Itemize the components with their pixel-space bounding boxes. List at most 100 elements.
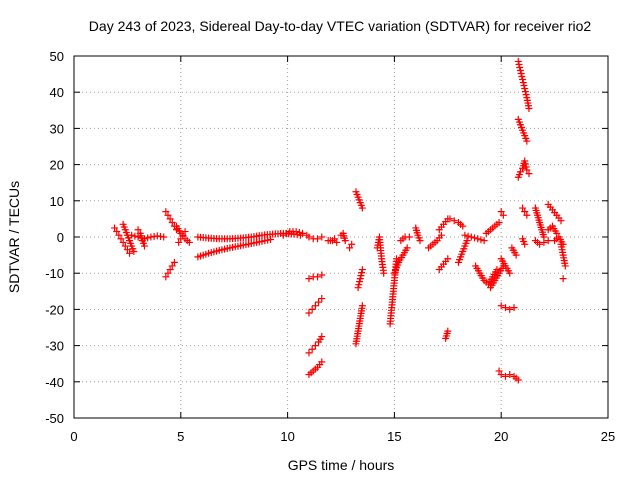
data-point	[119, 238, 127, 246]
data-point	[540, 238, 548, 246]
data-point	[333, 238, 341, 246]
data-point	[166, 215, 174, 223]
data-point-fill	[234, 242, 242, 250]
series-arc-25	[390, 244, 411, 277]
data-point-fill	[494, 272, 502, 280]
data-point-fill	[255, 238, 263, 246]
data-point	[315, 298, 323, 306]
data-point-fill	[399, 235, 407, 243]
data-point	[162, 273, 170, 281]
data-point-fill	[533, 209, 541, 217]
x-tick-label: 0	[70, 429, 77, 444]
axis-ticks: 0 5 10 15 20 25 -50 -40 -30 -20 -10 0 10 20 30 40 50	[45, 49, 615, 444]
data-point-fill	[482, 278, 490, 286]
data-point	[311, 342, 319, 350]
data-point	[544, 237, 552, 245]
data-point-fill	[517, 123, 525, 131]
series-arc-20	[352, 188, 366, 212]
data-point	[331, 235, 339, 243]
data-point-fill	[341, 234, 349, 242]
data-point	[179, 231, 187, 239]
data-point	[523, 166, 531, 174]
series-arc-28	[425, 231, 445, 252]
series-arc-8	[175, 228, 189, 246]
series-arc-11	[279, 228, 311, 239]
series-arc-19	[346, 240, 356, 252]
data-point	[170, 258, 178, 266]
data-point-fill	[357, 201, 365, 209]
data-point-fill	[442, 218, 450, 226]
series-arc-44	[514, 115, 531, 145]
data-point-fill	[289, 228, 297, 236]
data-point	[499, 211, 507, 219]
data-point	[497, 302, 505, 310]
data-point-fill	[316, 335, 324, 343]
data-point-fill	[427, 242, 435, 250]
data-point-fill	[464, 232, 472, 240]
data-point-fill	[354, 330, 362, 338]
data-point	[501, 304, 509, 312]
data-point	[115, 231, 123, 239]
data-point-fill	[521, 160, 529, 168]
series-arc-35	[472, 262, 501, 288]
series-arc-54	[559, 275, 567, 283]
data-point-fill	[493, 220, 501, 228]
data-point-fill	[512, 374, 520, 382]
data-point-fill	[515, 60, 523, 68]
data-point-fill	[519, 79, 527, 87]
y-tick-label: -40	[45, 375, 64, 390]
data-point	[497, 208, 505, 216]
data-point	[305, 233, 313, 241]
data-point-fill	[213, 247, 221, 255]
data-point	[314, 273, 322, 281]
data-point	[117, 235, 125, 243]
data-point	[318, 271, 326, 279]
data-point	[480, 237, 488, 245]
data-point-fill	[504, 267, 512, 275]
data-point-fill	[474, 267, 482, 275]
y-tick-label: -50	[45, 411, 64, 426]
data-point-fill	[462, 239, 470, 247]
data-point	[497, 371, 505, 379]
data-point-fill	[202, 250, 210, 258]
data-point	[175, 238, 183, 246]
x-tick-label: 10	[280, 429, 294, 444]
data-point-fill	[487, 275, 495, 283]
data-point-fill	[520, 82, 528, 90]
x-tick-label: 15	[387, 429, 401, 444]
data-point-fill	[398, 254, 406, 262]
data-point-fill	[245, 240, 253, 248]
x-tick-label: 5	[177, 429, 184, 444]
series-arc-40	[497, 255, 514, 277]
data-point-fill	[183, 237, 191, 245]
data-point	[123, 246, 131, 254]
data-point-fill	[295, 228, 303, 236]
series-arc-1	[111, 224, 134, 257]
series-arc-18	[337, 229, 349, 245]
data-point-fill	[437, 263, 445, 271]
series-arc-49	[531, 237, 552, 248]
data-point	[134, 226, 142, 234]
data-point	[474, 235, 482, 243]
data-point-fill	[358, 269, 366, 277]
y-tick-label: -10	[45, 266, 64, 281]
data-point	[181, 228, 189, 236]
data-point-fill	[353, 190, 361, 198]
data-point-fill	[413, 229, 421, 237]
data-point	[519, 204, 527, 212]
series-arc-38	[495, 367, 522, 384]
data-point	[521, 208, 529, 216]
data-point-fill	[524, 102, 532, 110]
data-point	[519, 76, 527, 84]
data-point-fill	[484, 228, 492, 236]
data-point-fill	[520, 238, 528, 246]
data-point	[164, 211, 172, 219]
data-point	[305, 275, 313, 283]
series-arc-15	[305, 271, 326, 283]
series-arc-31	[442, 327, 452, 342]
data-point	[177, 235, 185, 243]
data-point	[113, 228, 121, 236]
data-point-fill	[316, 361, 324, 369]
data-point-fill	[551, 209, 559, 217]
